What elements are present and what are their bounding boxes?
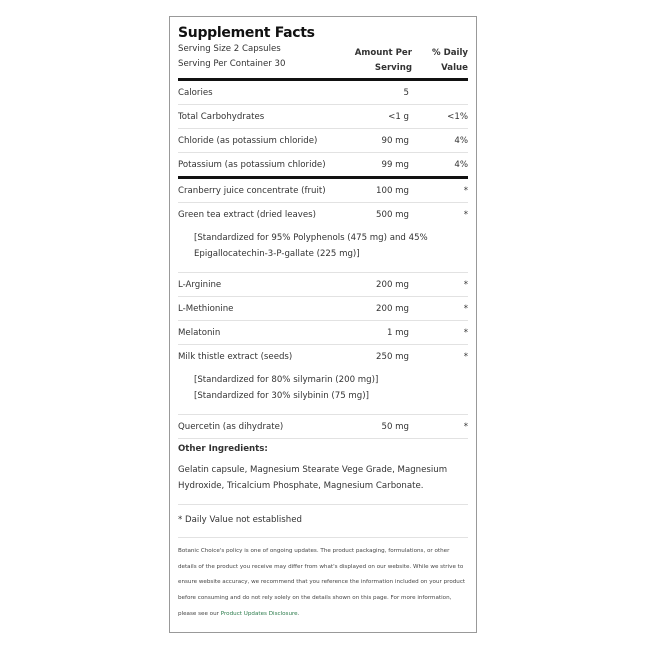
thick-divider bbox=[178, 176, 468, 179]
row-dv: <1% bbox=[447, 111, 468, 122]
product-updates-link[interactable]: Product Updates Disclosure bbox=[220, 610, 298, 617]
row-amount: 500 mg bbox=[376, 209, 409, 220]
row-dv: * bbox=[463, 351, 468, 362]
row-name: Chloride (as potassium chloride) bbox=[178, 135, 318, 146]
standardization-line: [Standardized for 95% Polyphenols (475 m… bbox=[194, 233, 428, 243]
row-amount: 90 mg bbox=[381, 135, 410, 146]
row-dv: * bbox=[463, 303, 468, 314]
row-amount: 200 mg bbox=[376, 279, 409, 290]
row-name: Green tea extract (dried leaves) bbox=[178, 209, 316, 220]
row-name: Potassium (as potassium chloride) bbox=[178, 159, 326, 170]
row-amount: 99 mg bbox=[381, 159, 410, 170]
standardization-note: [Standardized for 95% Polyphenols (475 m… bbox=[178, 226, 468, 273]
row-amount: 50 mg bbox=[381, 421, 410, 432]
row-amount: <1 g bbox=[388, 111, 409, 122]
row-dv: * bbox=[463, 327, 468, 338]
table-row: Total Carbohydrates <1 g <1% bbox=[178, 105, 468, 129]
table-row: Cranberry juice concentrate (fruit) 100 m… bbox=[178, 179, 468, 203]
standardization-line: [Standardized for 80% silymarin (200 mg)… bbox=[194, 375, 379, 385]
row-name: L-Methionine bbox=[178, 303, 234, 314]
table-row: L-Arginine 200 mg * bbox=[178, 273, 468, 297]
row-name: L-Arginine bbox=[178, 279, 222, 290]
row-name: Milk thistle extract (seeds) bbox=[178, 351, 293, 362]
row-name: Total Carbohydrates bbox=[178, 111, 265, 122]
row-amount: 5 bbox=[403, 87, 409, 98]
table-row: Melatonin 1 mg * bbox=[178, 321, 468, 345]
other-ingredients-text: Gelatin capsule, Magnesium Stearate Vege… bbox=[178, 462, 468, 505]
table-row: Calories 5 bbox=[178, 81, 468, 105]
table-row: Milk thistle extract (seeds) 250 mg * bbox=[178, 345, 468, 368]
standardization-line: [Standardized for 30% silybinin (75 mg)] bbox=[194, 391, 369, 401]
panel-header: Serving Size 2 Capsules Serving Per Cont… bbox=[178, 42, 468, 78]
panel-title: Supplement Facts bbox=[178, 25, 315, 41]
row-dv: 4% bbox=[454, 159, 468, 170]
supplement-facts-panel: Supplement Facts Serving Size 2 Capsules… bbox=[169, 16, 477, 633]
daily-value-note: * Daily Value not established bbox=[178, 505, 468, 538]
thick-divider bbox=[178, 78, 468, 81]
row-dv: 4% bbox=[454, 135, 468, 146]
nutrient-list: Calories 5 Total Carbohydrates <1 g <1% Chlor… bbox=[178, 81, 468, 176]
other-ingredients-heading: Other Ingredients: bbox=[178, 444, 268, 454]
row-amount: 200 mg bbox=[376, 303, 409, 314]
table-row: L-Methionine 200 mg * bbox=[178, 297, 468, 321]
table-row: Potassium (as potassium chloride) 99 mg 4% bbox=[178, 153, 468, 176]
table-row: Chloride (as potassium chloride) 90 mg 4% bbox=[178, 129, 468, 153]
row-dv: * bbox=[463, 185, 468, 196]
table-row: Quercetin (as dihydrate) 50 mg * bbox=[178, 415, 468, 439]
row-name: Cranberry juice concentrate (fruit) bbox=[178, 185, 326, 196]
row-amount: 100 mg bbox=[376, 185, 409, 196]
amount-column-header: Amount Per Serving bbox=[354, 48, 412, 73]
disclaimer: Botanic Choice's policy is one of ongoin… bbox=[178, 548, 466, 617]
row-amount: 1 mg bbox=[386, 327, 409, 338]
row-dv: * bbox=[463, 209, 468, 220]
row-dv: * bbox=[463, 279, 468, 290]
row-name: Quercetin (as dihydrate) bbox=[178, 421, 284, 432]
row-name: Calories bbox=[178, 87, 213, 98]
table-row: Green tea extract (dried leaves) 500 mg * bbox=[178, 203, 468, 226]
row-name: Melatonin bbox=[178, 327, 221, 338]
dv-column-header: % Daily Value bbox=[431, 48, 468, 73]
ingredient-list: Cranberry juice concentrate (fruit) 100 m… bbox=[178, 179, 468, 439]
servings-per-container: Serving Per Container 30 bbox=[178, 59, 286, 69]
standardization-note: [Standardized for 80% silymarin (200 mg)… bbox=[178, 368, 468, 415]
standardization-line: Epigallocatechin-3-P-gallate (225 mg)] bbox=[194, 249, 360, 259]
row-amount: 250 mg bbox=[376, 351, 409, 362]
row-dv: * bbox=[463, 421, 468, 432]
serving-size: Serving Size 2 Capsules bbox=[178, 44, 281, 54]
